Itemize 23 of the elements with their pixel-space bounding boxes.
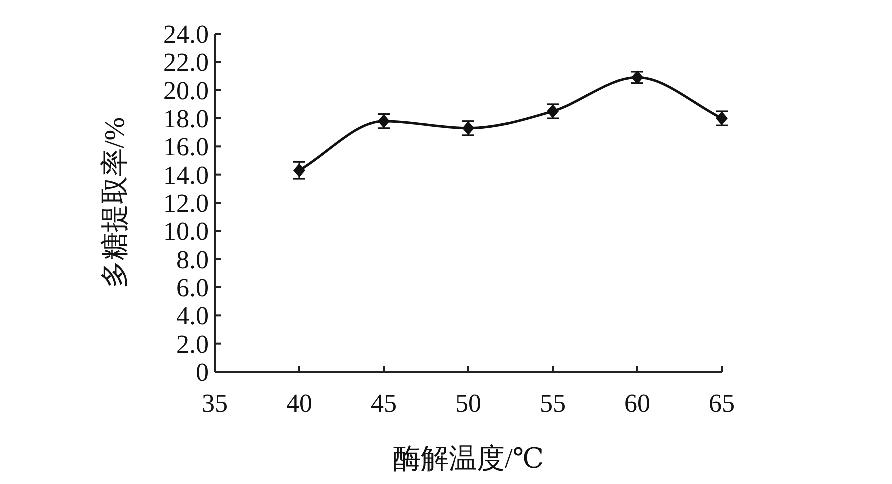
x-tick-label: 60 [624,389,650,418]
point [294,164,306,178]
y-tick-label: 18.0 [164,104,209,134]
y-tick-label: 6.0 [176,274,209,302]
y-tick-label: 2.0 [176,330,209,359]
x-axis-title: 酶解温度/℃ [392,444,544,475]
y-tick-label: 24.0 [164,20,209,49]
x-tick-label: 65 [709,389,735,418]
x-tick-label: 55 [540,389,566,418]
x-tick-label: 45 [371,389,397,418]
y-tick-label: 4.0 [176,302,209,331]
x-tick-label: 50 [456,389,482,418]
y-tick-label: 10.0 [164,217,209,246]
y-axis-title: 多糖提取率/% [100,117,131,289]
y-tick-label: 20.0 [164,76,209,106]
x-tick-label: 40 [286,389,312,418]
y-tick-label: 16.0 [164,132,209,162]
y-tick-label: 22.0 [164,48,209,78]
y-tick-label: 14.0 [164,160,209,190]
x-tick-label: 35 [202,389,228,418]
y-tick-label: 8.0 [176,245,209,274]
y-tick-label: 12.0 [164,189,209,218]
y-tick-label: 0 [196,358,209,387]
